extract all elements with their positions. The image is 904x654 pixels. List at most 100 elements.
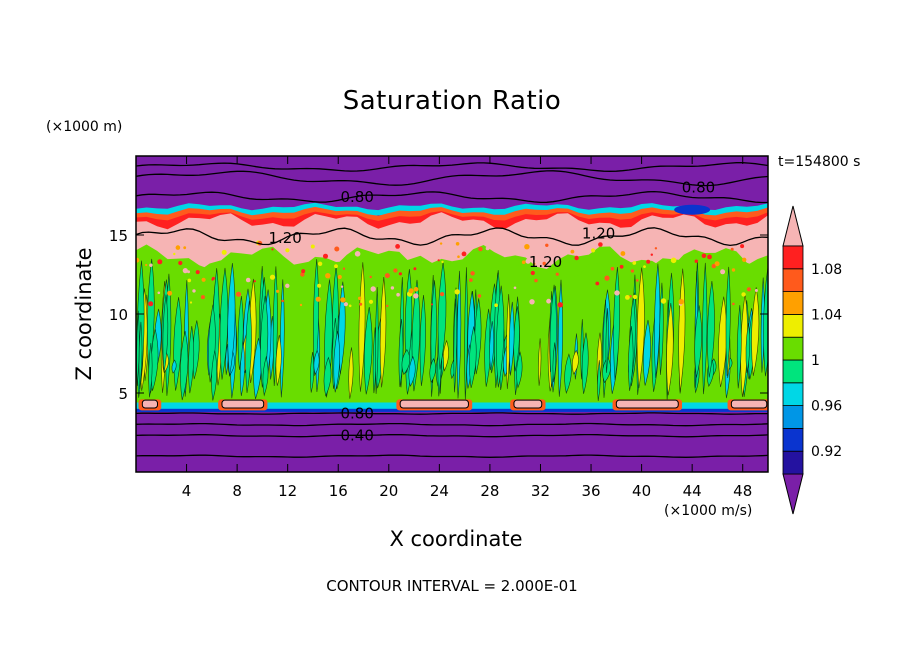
cloud-base-pad-core <box>399 399 469 409</box>
speckle <box>533 262 536 266</box>
speckle <box>469 278 473 282</box>
cloud-base-pad-core <box>141 399 158 409</box>
convective-streak <box>643 319 651 386</box>
speckle <box>310 244 315 249</box>
convective-streak <box>211 350 218 401</box>
contour-line-080-lower <box>136 412 768 415</box>
y-axis-ticks: 5 10 15 <box>109 227 768 403</box>
speckle <box>189 301 193 304</box>
contour-label: 0.80 <box>682 179 715 197</box>
speckle <box>595 281 600 286</box>
speckle <box>455 242 460 246</box>
speckle <box>136 257 140 263</box>
speckle <box>201 277 206 282</box>
y-tick-label: 5 <box>118 385 128 403</box>
speckle <box>359 302 363 306</box>
convective-streak <box>597 360 601 401</box>
x-tick-label: 12 <box>278 482 297 500</box>
speckle <box>342 267 346 270</box>
convective-streak <box>245 300 252 393</box>
upper-blue-patch <box>674 204 711 215</box>
speckle <box>315 246 320 251</box>
speckle <box>299 303 303 307</box>
convective-streak <box>237 295 244 370</box>
speckle <box>732 302 735 306</box>
convective-streak <box>219 267 229 380</box>
speckle <box>252 302 256 305</box>
speckle <box>470 271 475 276</box>
convective-streak <box>702 262 708 395</box>
speckle <box>337 274 342 280</box>
convective-streak <box>348 347 354 399</box>
speckle <box>384 273 390 279</box>
convective-streak <box>275 334 282 386</box>
speckle <box>281 299 285 303</box>
speckle <box>503 243 507 247</box>
contour-line-upper-3 <box>136 162 768 172</box>
colorbar-block <box>782 382 804 406</box>
speckle <box>619 264 624 269</box>
speckle <box>386 304 389 308</box>
speckle <box>370 286 376 292</box>
x-axis-ticks: 4 8 12 16 20 24 28 32 36 40 44 48 <box>182 156 752 500</box>
speckle <box>340 297 346 303</box>
speckle <box>276 289 280 293</box>
cloud-base-pad-core <box>221 399 265 409</box>
convective-streak <box>725 266 731 376</box>
contour-label: 1.20 <box>582 224 615 242</box>
speckle <box>670 257 677 264</box>
contour-label: 0.80 <box>340 405 373 423</box>
colorbar-high-triangle <box>782 205 804 247</box>
colorbar-label: 0.92 <box>811 444 842 460</box>
speckle <box>358 296 362 300</box>
convective-streak <box>379 276 387 388</box>
speckle <box>145 263 148 267</box>
speckle <box>477 294 482 298</box>
convective-streak <box>147 258 155 373</box>
speckle <box>393 268 398 273</box>
convective-streak <box>513 306 520 372</box>
contour-label: 0.40 <box>340 427 373 445</box>
speckle <box>173 252 176 256</box>
speckle <box>632 261 637 265</box>
x-tick-label: 44 <box>683 482 702 500</box>
speckle <box>555 272 559 276</box>
speckle <box>610 266 615 271</box>
speckle <box>643 265 646 268</box>
speckle <box>426 253 431 257</box>
speckle <box>157 291 161 295</box>
colorbar-label: 1.08 <box>811 262 842 278</box>
speckle <box>741 292 746 297</box>
speckle <box>548 253 551 256</box>
convective-streak <box>516 351 523 389</box>
colorbar-block <box>782 359 804 384</box>
convective-streak <box>469 326 477 388</box>
x-tick-label: 8 <box>232 482 242 500</box>
speckle <box>285 248 290 253</box>
speckle <box>630 269 635 273</box>
speckle <box>343 302 348 307</box>
convective-streak <box>171 359 177 374</box>
cloud-base-pad-core <box>730 399 768 409</box>
speckle <box>740 244 745 249</box>
contour-line-120 <box>136 227 768 247</box>
speckle <box>300 272 305 277</box>
convective-streak <box>538 338 542 386</box>
convective-streak <box>262 355 269 397</box>
contour-line-080-upper <box>136 190 768 204</box>
speckle <box>720 269 726 275</box>
convective-streak <box>564 353 572 394</box>
x-tick-label: 4 <box>182 482 192 500</box>
contour-line-lower-2 <box>136 422 768 427</box>
convective-streak <box>429 358 436 383</box>
speckle <box>271 248 274 251</box>
convective-streak <box>557 279 563 397</box>
speckle <box>245 277 251 283</box>
speckle <box>711 263 716 269</box>
x-tick-label: 28 <box>480 482 499 500</box>
convective-streak <box>138 321 143 390</box>
speckle <box>369 275 372 279</box>
convective-streak <box>581 332 589 394</box>
contour-line-upper-2 <box>136 170 768 187</box>
